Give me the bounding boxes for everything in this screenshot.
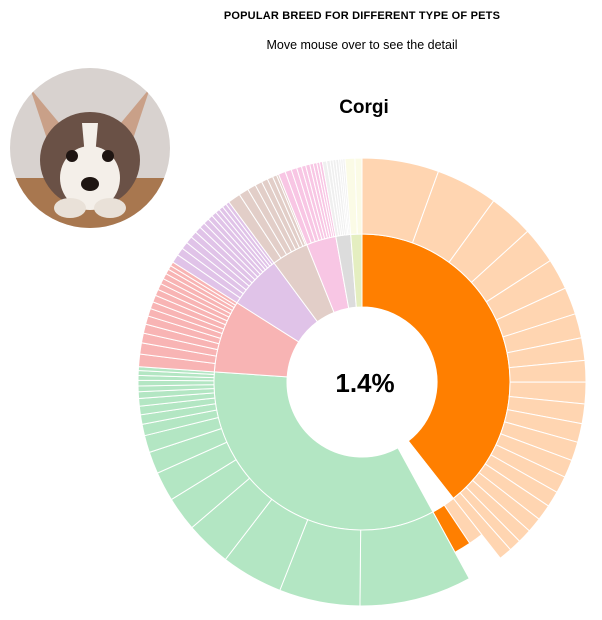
misc-leaf-1[interactable] <box>354 157 363 235</box>
corgi-photo-icon <box>10 68 170 228</box>
chart-subtitle: Move mouse over to see the detail <box>266 38 458 52</box>
breed-photo <box>10 68 170 228</box>
selected-breed-name: Corgi <box>339 97 389 118</box>
chart-title: POPULAR BREED FOR DIFFERENT TYPE OF PETS <box>223 10 501 22</box>
center-percentage: 1.4% <box>335 368 394 398</box>
